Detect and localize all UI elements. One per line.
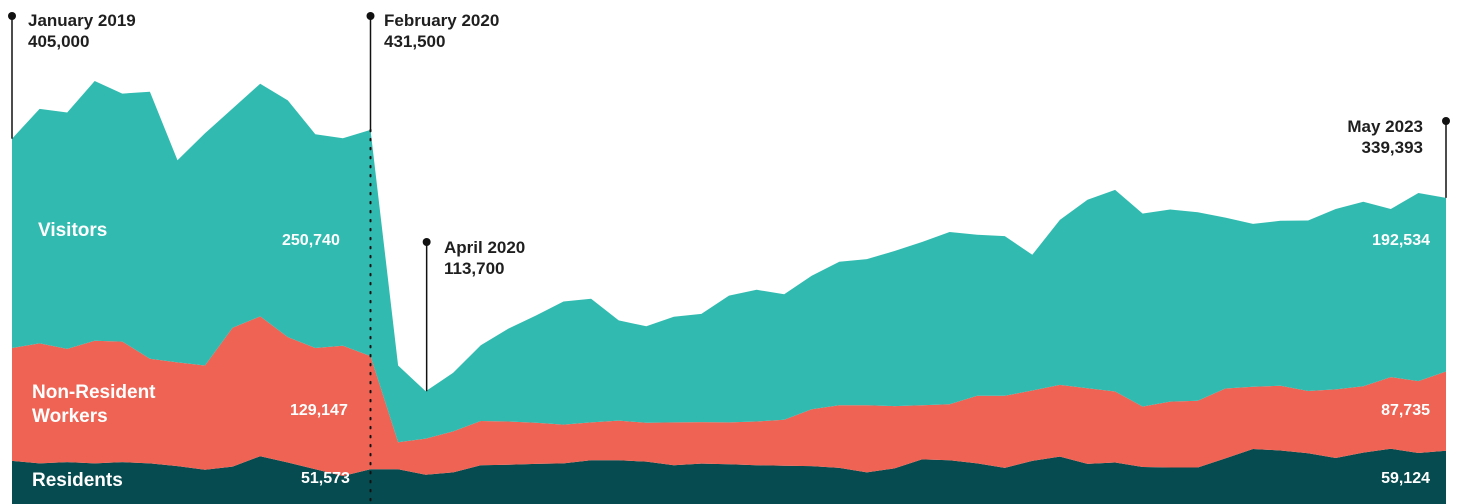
series-label-workers: Non-Resident Workers <box>32 382 156 427</box>
value-label-may2023-visitors: 192,534 <box>1372 232 1430 249</box>
annotation-feb-2020: February 2020 431,500 <box>384 10 499 52</box>
value-label-feb2020-visitors: 250,740 <box>282 232 340 249</box>
annotation-feb-2020-value: 431,500 <box>384 32 446 51</box>
series-label-visitors: Visitors <box>38 220 108 241</box>
value-label-may2023-residents: 59,124 <box>1381 470 1430 487</box>
annotation-feb-2020-label: February 2020 <box>384 11 500 30</box>
value-label-feb2020-residents: 51,573 <box>301 470 350 487</box>
pin-feb-2020-dot <box>366 12 375 20</box>
annotation-apr-2020-label: April 2020 <box>444 238 526 257</box>
annotation-may-2023-label: May 2023 <box>1347 117 1423 136</box>
pin-apr-2020-dot <box>422 238 431 246</box>
annotation-may-2023-value: 339,393 <box>1361 138 1423 157</box>
annotation-jan-2019-label: January 2019 <box>28 11 136 30</box>
annotation-apr-2020-value: 113,700 <box>444 259 505 278</box>
series-label-residents: Residents <box>32 470 123 491</box>
annotation-may-2023: May 2023 339,393 <box>1347 116 1423 158</box>
annotation-jan-2019-value: 405,000 <box>28 32 90 51</box>
pin-may-2023-dot <box>1442 117 1450 125</box>
pin-jan-2019-dot <box>8 12 16 20</box>
annotation-jan-2019: January 2019 405,000 <box>28 10 136 52</box>
value-label-may2023-workers: 87,735 <box>1381 402 1430 419</box>
value-label-feb2020-workers: 129,147 <box>290 402 348 419</box>
area-visitors <box>12 81 1446 443</box>
annotation-apr-2020: April 2020 113,700 <box>444 237 525 279</box>
